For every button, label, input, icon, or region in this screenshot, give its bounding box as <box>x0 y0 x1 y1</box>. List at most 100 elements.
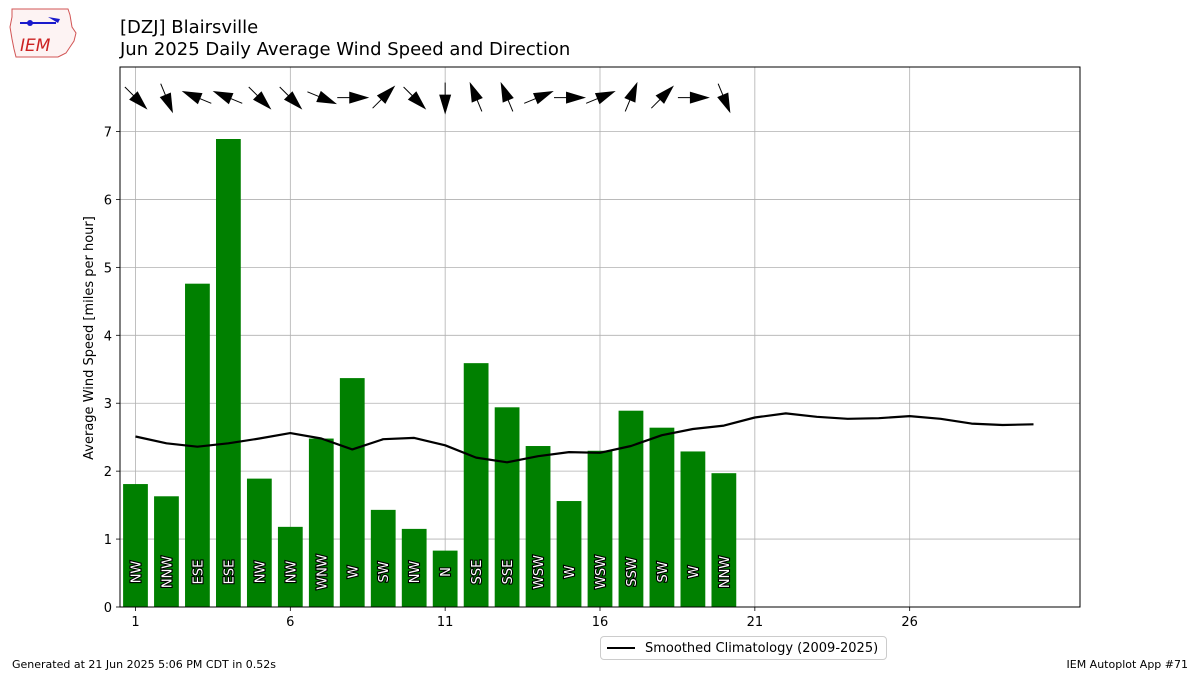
wind-arrow <box>279 86 303 110</box>
wind-arrow-head <box>212 91 234 105</box>
wind-arrow <box>554 91 587 104</box>
wind-arrow <box>403 86 427 110</box>
wind-arrow <box>248 86 272 110</box>
wind-arrow-head <box>655 85 674 104</box>
wind-arrow <box>717 83 731 114</box>
wind-arrow <box>337 91 370 104</box>
chart-title: [DZJ] Blairsville <box>120 17 259 38</box>
direction-label: ESE <box>191 560 206 585</box>
direction-label: SSE <box>470 560 485 585</box>
y-tick-label: 2 <box>104 465 112 480</box>
wind-arrow <box>469 81 483 112</box>
x-axis: 1 6 11 16 21 26 <box>131 607 918 630</box>
wind-arrow <box>181 91 212 105</box>
direction-label: ESE <box>222 560 237 585</box>
bar <box>277 526 303 607</box>
direction-label: N <box>439 567 454 577</box>
wind-arrows <box>124 81 731 115</box>
y-tick-label: 5 <box>104 261 112 276</box>
wind-arrow-head <box>407 91 427 110</box>
legend-label: Smoothed Climatology (2009-2025) <box>645 640 879 656</box>
direction-label: SW <box>377 561 392 582</box>
x-tick-label: 26 <box>901 615 918 630</box>
direction-label: WSW <box>532 555 547 589</box>
bar <box>649 427 675 607</box>
wind-arrow-head <box>469 81 483 103</box>
x-tick-label: 6 <box>286 615 294 630</box>
direction-label: WNW <box>315 554 330 590</box>
wind-arrow-head <box>181 91 203 105</box>
wind-arrow-head <box>532 91 554 105</box>
wind-arrow-head <box>376 85 396 104</box>
wind-arrow <box>650 85 674 109</box>
bar <box>432 550 458 607</box>
iem-logo-icon: IEM <box>9 8 77 58</box>
direction-label: W <box>687 565 702 578</box>
direction-label: NW <box>253 561 268 584</box>
wind-arrow-head <box>129 91 148 110</box>
wind-arrow-head <box>316 90 337 105</box>
y-axis: 0 1 2 3 4 5 6 7 <box>104 126 120 616</box>
chart-subtitle: Jun 2025 Daily Average Wind Speed and Di… <box>120 39 571 60</box>
y-tick-label: 4 <box>104 329 112 344</box>
chart-legend: Smoothed Climatology (2009-2025) <box>600 636 888 660</box>
y-tick-label: 7 <box>104 126 112 141</box>
bar <box>587 450 613 607</box>
logo-text: IEM <box>20 36 51 56</box>
x-tick-label: 21 <box>747 615 764 630</box>
bar <box>154 496 179 607</box>
direction-label: SW <box>656 561 671 582</box>
legend-line-icon <box>607 647 635 649</box>
direction-label: WSW <box>594 555 609 589</box>
direction-label: NW <box>129 561 144 584</box>
bar <box>711 473 737 607</box>
bar-series <box>123 139 737 607</box>
wind-arrow-head <box>159 92 173 114</box>
direction-label: SSE <box>501 560 516 585</box>
direction-label: NNW <box>160 556 175 588</box>
grid-lines <box>120 67 1080 608</box>
direction-label: NNW <box>718 556 733 588</box>
wind-arrow-head <box>594 91 616 105</box>
direction-labels: NW NNW ESE ESE NW NW WNW W SW NW N SSE SSE WSW W WSW SSW… <box>128 553 734 591</box>
bar <box>123 484 148 607</box>
wind-arrow-head <box>500 81 514 103</box>
y-tick-label: 0 <box>104 601 112 616</box>
wind-arrow-head <box>349 91 370 104</box>
bar <box>308 438 334 607</box>
wind-arrow-head <box>624 81 638 103</box>
wind-arrow <box>124 86 148 110</box>
wind-arrow <box>159 83 173 114</box>
wind-arrow <box>524 91 554 105</box>
bar <box>556 501 582 607</box>
direction-label: W <box>346 565 361 578</box>
direction-label: W <box>563 565 578 578</box>
bar <box>463 363 489 607</box>
y-tick-label: 1 <box>104 533 112 548</box>
wind-arrow <box>585 91 616 105</box>
x-tick-label: 1 <box>131 615 139 630</box>
direction-label: NW <box>284 561 299 584</box>
wind-arrow <box>212 91 243 105</box>
climatology-line <box>135 412 1034 464</box>
y-tick-label: 3 <box>104 397 112 412</box>
bar <box>246 478 272 607</box>
wind-arrow-head <box>717 92 731 114</box>
x-tick-label: 16 <box>592 615 609 630</box>
wind-arrow <box>372 85 396 109</box>
generated-timestamp: Generated at 21 Jun 2025 5:06 PM CDT in … <box>12 658 277 671</box>
wind-arrow-head <box>283 91 303 110</box>
y-tick-label: 6 <box>104 193 112 208</box>
wind-arrow <box>624 81 638 112</box>
wind-arrow <box>677 91 710 104</box>
bar <box>401 528 427 607</box>
wind-arrow-head <box>439 94 452 115</box>
wind-arrow-head <box>566 91 587 104</box>
y-axis-label: Average Wind Speed [miles per hour] <box>82 216 97 460</box>
direction-label: SSW <box>625 557 640 587</box>
bar <box>216 139 241 607</box>
bar <box>339 378 365 607</box>
bar <box>525 446 551 607</box>
bar <box>494 407 520 607</box>
wind-arrow <box>500 81 514 112</box>
